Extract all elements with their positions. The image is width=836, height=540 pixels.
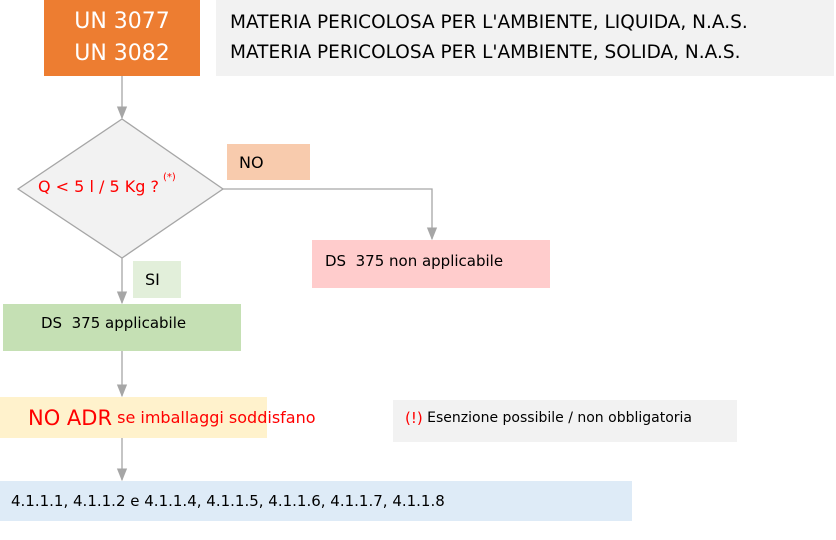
- substance-title-box: MATERIA PERICOLOSA PER L'AMBIENTE, LIQUI…: [216, 0, 834, 76]
- applicable-box: DS 375 applicabile: [3, 304, 241, 351]
- question-text: Q < 5 l / 5 Kg ?: [38, 176, 159, 196]
- references-box: 4.1.1.1, 4.1.1.2 e 4.1.1.4, 4.1.1.5, 4.1…: [0, 481, 632, 521]
- no-label-text: NO: [239, 152, 264, 172]
- si-label: SI: [133, 261, 181, 298]
- un-number: UN 3082: [74, 41, 170, 66]
- note-text: Esenzione possibile / non obbligatoria: [422, 410, 692, 426]
- references-text: 4.1.1.1, 4.1.1.2 e 4.1.1.4, 4.1.1.5, 4.1…: [11, 492, 445, 510]
- footnote-mark: (*): [162, 172, 176, 183]
- no-adr-box: NO ADR se imballaggi soddisfano: [0, 397, 316, 438]
- note-box: (!) Esenzione possibile / non obbligator…: [393, 400, 737, 442]
- not-applicable-text: DS 375 non applicabile: [325, 252, 504, 270]
- substance-title: MATERIA PERICOLOSA PER L'AMBIENTE, SOLID…: [230, 42, 741, 63]
- substance-title: MATERIA PERICOLOSA PER L'AMBIENTE, LIQUI…: [230, 12, 748, 33]
- no-adr-strong: NO ADR: [28, 405, 113, 430]
- no-adr-rest: se imballaggi soddisfano: [112, 408, 316, 427]
- arrow-no-branch: [223, 188, 438, 241]
- decision-question: Q < 5 l / 5 Kg ? (*): [38, 172, 218, 200]
- not-applicable-box: DS 375 non applicabile: [312, 240, 550, 288]
- no-label: NO: [227, 144, 310, 180]
- si-label-text: SI: [145, 270, 160, 289]
- un-number: UN 3077: [74, 9, 170, 34]
- alert-mark: (!): [405, 409, 423, 427]
- un-number-box: UN 3077 UN 3082: [44, 0, 200, 76]
- applicable-text: DS 375 applicabile: [41, 314, 187, 332]
